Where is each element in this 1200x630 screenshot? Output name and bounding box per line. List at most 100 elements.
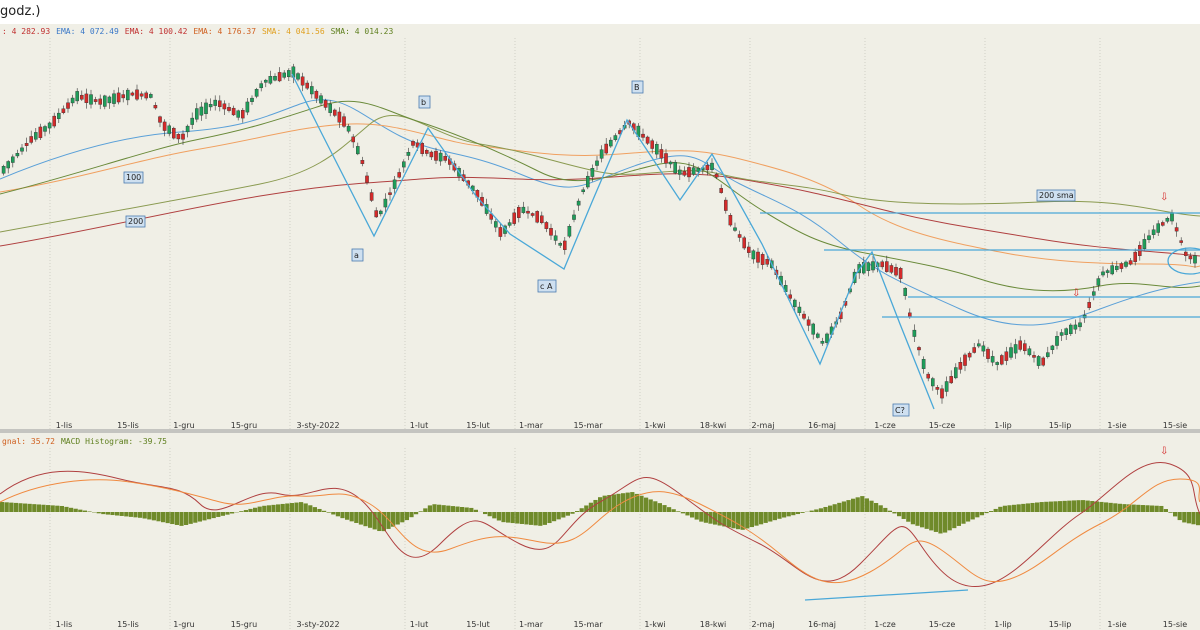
candle-up [567,226,572,237]
candle-up [572,214,576,220]
candle-down [894,267,898,276]
candle-up [1096,278,1101,286]
histogram-bar [257,506,262,512]
histogram-bar [722,512,727,527]
candle-up [1013,344,1018,354]
histogram-bar [69,507,74,512]
candle-up [383,198,388,208]
candle-down [526,210,530,214]
chart-area[interactable]: : 4 282.93 EMA: 4 072.49 EMA: 4 100.42 EMA:… [0,24,1200,630]
candle-down [705,164,710,171]
candle-down [1087,302,1091,308]
histogram-bar [404,512,409,521]
histogram-bar [391,512,396,527]
candle-up [733,227,737,231]
candle-down [540,215,544,224]
x-tick-label-macd: 15-lut [466,620,490,629]
histogram-bar [777,512,782,519]
x-tick-label: 1-lis [56,421,73,430]
histogram-bar [1182,512,1187,523]
candle-up [811,323,815,335]
candle-down [388,192,392,195]
histogram-bar [639,495,644,512]
candle-down [1179,240,1183,243]
candle-up [107,96,112,104]
candle-up [264,79,268,83]
histogram-bar [1025,503,1030,512]
wave-label-C: C? [895,406,905,415]
histogram-bar [906,512,911,522]
histogram-bar [625,492,630,512]
candle-up [34,132,38,140]
arrow-down-1: ⇩ [1160,192,1168,203]
candle-up [1,166,6,174]
histogram-bar [395,512,400,525]
histogram-bar [1136,504,1141,512]
histogram-bar [1177,512,1182,521]
histogram-bar [483,512,488,515]
candle-down [98,98,102,105]
candle-up [820,340,825,344]
candle-down [300,76,305,86]
histogram-bar [979,512,984,516]
candle-down [756,251,760,263]
candle-up [296,73,300,80]
candle-up [871,261,875,271]
histogram-bar [358,512,363,525]
histogram-bar [1002,505,1007,512]
histogram-bar [1104,502,1109,512]
x-axis-ticks-macd: 1-lis 15-lis 1-gru 15-gru 3-sty-2022 1-lut 15-… [56,620,1188,629]
histogram-bar [878,505,883,512]
x-tick-label-macd: 15-gru [231,620,258,629]
histogram-bar [782,512,787,518]
x-tick-label: 2-maj [752,421,775,430]
candle-down [517,207,521,218]
histogram-bar [818,508,823,512]
candle-up [797,306,802,313]
candle-up [995,362,999,365]
histogram-bar [1154,505,1159,512]
histogram-bar [671,509,676,512]
candle-down [967,352,972,358]
histogram-bar [345,512,350,520]
histogram-bar [289,503,294,512]
histogram-bar [846,500,851,512]
candle-down [305,82,310,89]
histogram-bar [46,505,51,512]
x-tick-label-macd: 1-lis [56,620,73,629]
candle-up [981,345,986,352]
candle-down [130,92,135,96]
candle-down [176,134,181,140]
candle-down [1160,222,1165,226]
histogram-bar [828,505,833,512]
candle-up [268,76,273,84]
histogram-bar [294,502,299,512]
candle-up [194,108,199,120]
x-tick-label: 1-mar [519,421,544,430]
candle-down [360,160,365,164]
candle-up [1110,265,1114,275]
candle-down [986,348,990,359]
candle-down [153,105,158,109]
highlight-ellipse [1167,247,1200,275]
candle-up [1050,345,1055,350]
macd-divergence-line [804,589,969,601]
histogram-bar [869,500,874,512]
candle-up [20,147,24,152]
x-tick-label-macd: 3-sty-2022 [296,620,339,629]
x-tick-label: 15-lip [1049,421,1072,430]
histogram-bar [961,512,966,524]
histogram-bar [1007,505,1012,512]
candle-up [1045,352,1050,357]
histogram-bar [740,512,745,530]
candle-down [549,228,553,236]
candle-down [719,188,723,193]
candle-down [222,103,227,110]
x-tick-label-macd: 15-cze [929,620,956,629]
histogram-bar [423,508,428,512]
histogram-bar [832,504,837,512]
histogram-bar [230,512,235,514]
x-tick-label-macd: 1-sie [1107,620,1126,629]
candle-up [273,75,277,81]
candle-down [139,93,144,97]
